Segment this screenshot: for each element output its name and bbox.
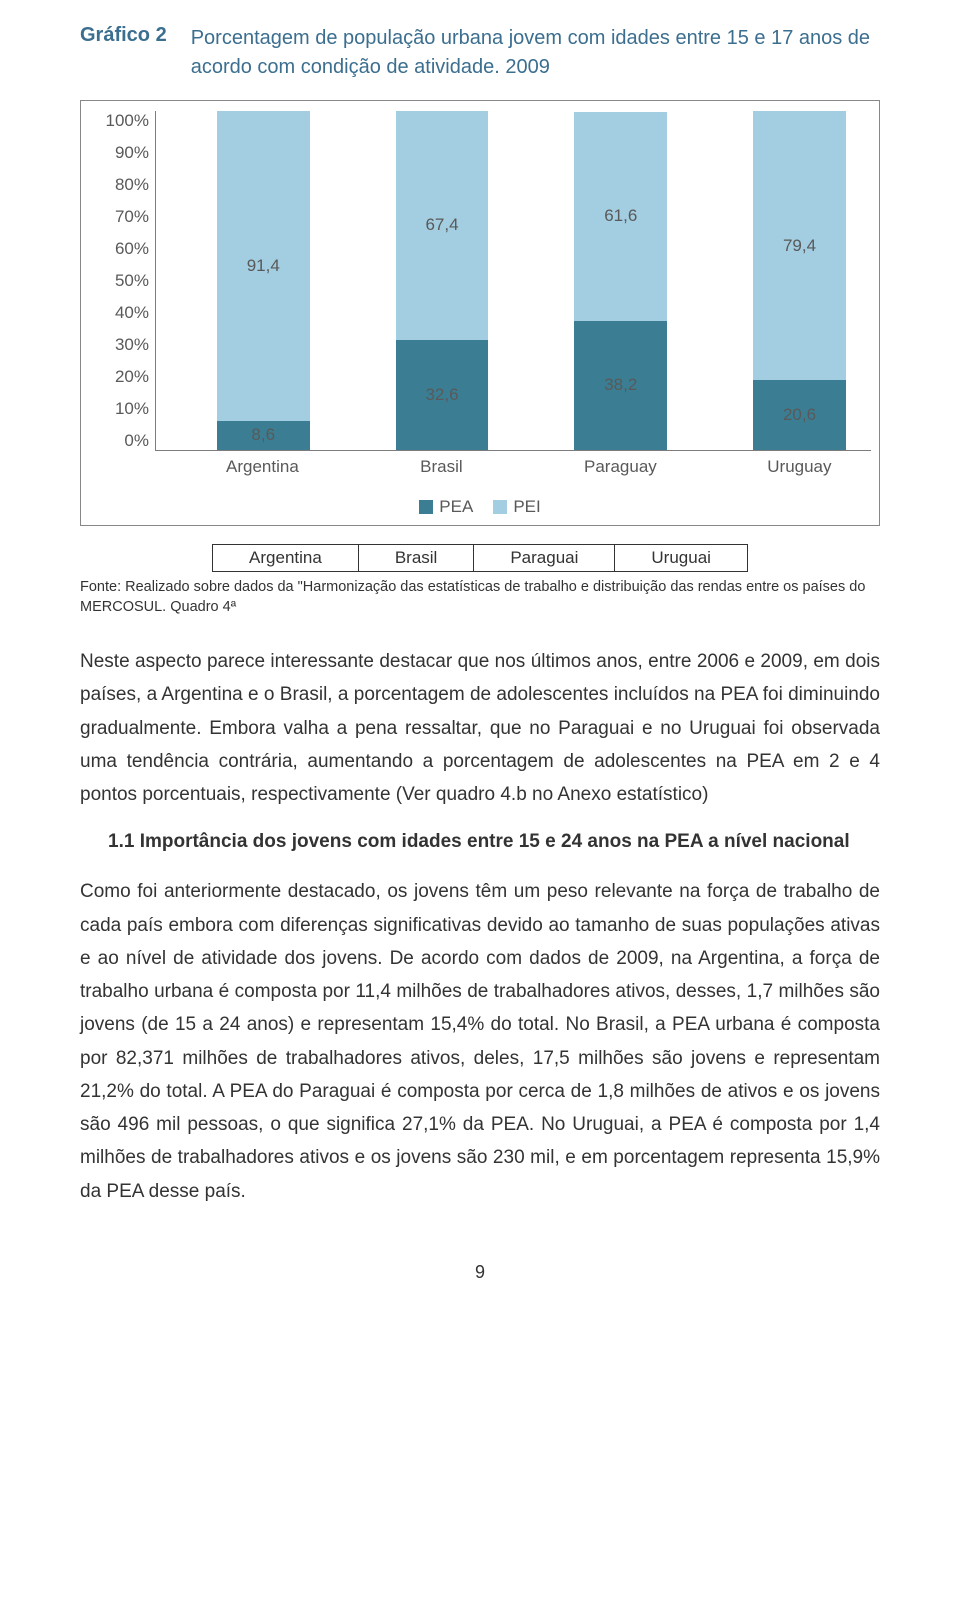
table-row: ArgentinaBrasilParaguaiUruguai: [213, 545, 748, 572]
bar-segment-pei: 91,4: [217, 111, 310, 421]
table-cell: Brasil: [358, 545, 474, 572]
swatch-pea: [419, 500, 433, 514]
x-axis: Argentina Brasil Paraguay Uruguay: [155, 457, 871, 479]
y-tick: 90%: [115, 143, 149, 163]
table-cell: Uruguai: [615, 545, 748, 572]
paragraph-1: Neste aspecto parece interessante destac…: [80, 645, 880, 811]
y-tick: 30%: [115, 335, 149, 355]
table-cell: Paraguai: [474, 545, 615, 572]
bar-group: 91,48,6: [217, 111, 310, 450]
bar-segment-pea: 8,6: [217, 421, 310, 450]
bar-group: 79,420,6: [753, 111, 846, 450]
chart-label: Gráfico 2: [80, 24, 167, 47]
bar-group: 61,638,2: [574, 111, 667, 450]
bar-segment-pei: 61,6: [574, 112, 667, 321]
bar-group: 67,432,6: [396, 111, 489, 450]
meta-table-wrap: ArgentinaBrasilParaguaiUruguai: [80, 544, 880, 572]
source-note: Fonte: Realizado sobre dados da "Harmoni…: [80, 578, 880, 617]
x-label: Uruguay: [767, 457, 831, 477]
bar-segment-pei: 79,4: [753, 111, 846, 380]
y-tick: 10%: [115, 399, 149, 419]
page-number: 9: [80, 1262, 880, 1283]
x-label: Argentina: [226, 457, 299, 477]
legend-item-pea: PEA: [419, 497, 473, 517]
chart-plot-area: 100% 90% 80% 70% 60% 50% 40% 30% 20% 10% 0% 91,48,…: [89, 111, 871, 451]
chart-title-row: Gráfico 2 Porcentagem de população urban…: [80, 24, 880, 82]
y-tick: 80%: [115, 175, 149, 195]
y-tick: 0%: [124, 431, 149, 451]
plot: 91,48,6 67,432,6 61,638,2 79,420,6: [155, 111, 871, 451]
legend-label-pea: PEA: [439, 497, 473, 517]
chart-container: 100% 90% 80% 70% 60% 50% 40% 30% 20% 10% 0% 91,48,…: [80, 100, 880, 526]
x-label: Paraguay: [584, 457, 657, 477]
y-axis: 100% 90% 80% 70% 60% 50% 40% 30% 20% 10% 0%: [89, 111, 155, 451]
y-tick: 60%: [115, 239, 149, 259]
y-tick: 50%: [115, 271, 149, 291]
chart-title: Porcentagem de população urbana jovem co…: [191, 24, 880, 82]
paragraph-2: Como foi anteriormente destacado, os jov…: [80, 875, 880, 1208]
chart-legend: PEA PEI: [89, 497, 871, 517]
legend-item-pei: PEI: [493, 497, 540, 517]
legend-label-pei: PEI: [513, 497, 540, 517]
bar-segment-pea: 32,6: [396, 340, 489, 451]
table-cell: Argentina: [213, 545, 359, 572]
bar-segment-pea: 38,2: [574, 321, 667, 450]
y-tick: 40%: [115, 303, 149, 323]
section-heading: 1.1 Importância dos jovens com idades en…: [108, 831, 880, 853]
meta-table: ArgentinaBrasilParaguaiUruguai: [212, 544, 748, 572]
y-tick: 70%: [115, 207, 149, 227]
swatch-pei: [493, 500, 507, 514]
bar-segment-pea: 20,6: [753, 380, 846, 450]
bar-segment-pei: 67,4: [396, 111, 489, 339]
x-label: Brasil: [420, 457, 463, 477]
y-tick: 20%: [115, 367, 149, 387]
y-tick: 100%: [106, 111, 149, 131]
